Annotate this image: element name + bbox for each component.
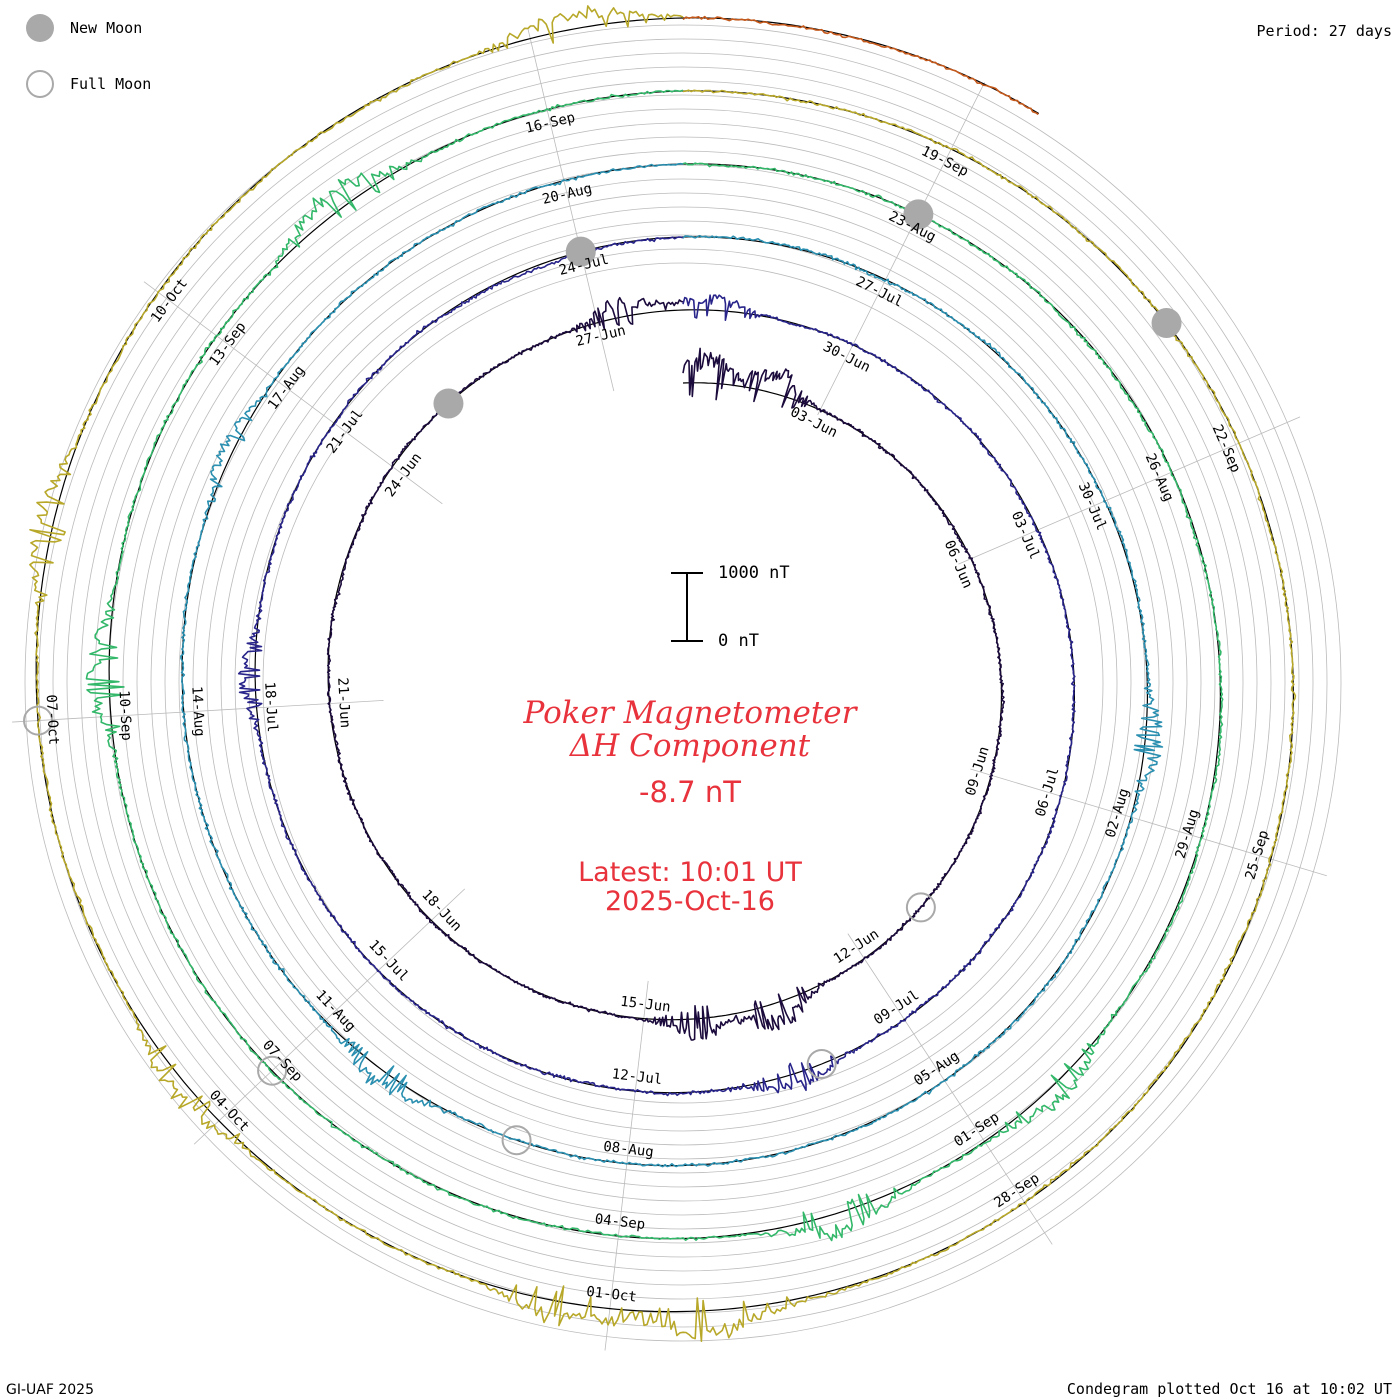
- scale-bar: [671, 572, 703, 642]
- legend-new-moon: New Moon: [26, 14, 142, 42]
- date-label: 06-Jul: [1033, 766, 1063, 819]
- grid-spoke: [527, 29, 615, 392]
- date-label: 02-Aug: [1103, 787, 1133, 840]
- grid-ring: [80, 80, 1286, 1286]
- grid-spoke: [970, 768, 1327, 877]
- moon-markers: [23, 199, 1182, 1156]
- grid-ring: [262, 262, 1104, 1104]
- full-moon-marker: [806, 1048, 837, 1079]
- grid-spoke: [193, 888, 466, 1145]
- date-label: 12-Jun: [831, 926, 882, 967]
- data-traces: [29, 5, 1297, 1342]
- full-moon-icon: [26, 70, 54, 98]
- grid-spoke: [817, 82, 985, 416]
- grid-ring: [136, 136, 1230, 1230]
- trace-ring-2: [237, 236, 1076, 1097]
- latest-time: Latest: 10:01 UT 2025-Oct-16: [440, 858, 940, 916]
- date-label: 10-Sep: [115, 690, 134, 741]
- latest-time-line2: 2025-Oct-16: [605, 886, 775, 917]
- trace-ring-4: [85, 89, 1224, 1242]
- grid-ring: [24, 24, 1342, 1342]
- date-label: 25-Sep: [1242, 828, 1272, 881]
- grid-spokes: [12, 29, 1327, 1351]
- date-label: 27-Jul: [853, 274, 905, 311]
- date-label: 17-Aug: [265, 363, 308, 413]
- date-label: 18-Jul: [261, 681, 280, 732]
- date-label: 19-Sep: [919, 143, 971, 180]
- legend-full-moon: Full Moon: [26, 70, 151, 98]
- date-label: 29-Aug: [1173, 807, 1203, 860]
- grid-ring: [66, 66, 1300, 1300]
- grid-ring: [206, 206, 1160, 1160]
- trace-ring-6: [682, 15, 1039, 116]
- date-label: 04-Oct: [206, 1087, 252, 1135]
- date-label: 21-Jun: [334, 677, 353, 728]
- new-moon-marker: [565, 236, 596, 267]
- date-label: 24-Jun: [382, 450, 425, 500]
- grid-spoke: [604, 980, 649, 1351]
- new-moon-marker: [1151, 308, 1182, 339]
- grid-ring: [164, 164, 1202, 1202]
- grid-ring: [38, 38, 1328, 1328]
- grid-ring: [178, 178, 1188, 1188]
- grid-ring: [234, 234, 1132, 1132]
- legend-full-moon-label: Full Moon: [70, 75, 152, 93]
- date-label: 22-Sep: [1209, 422, 1244, 475]
- date-label: 06-Jun: [941, 538, 976, 591]
- date-label: 12-Jul: [611, 1066, 663, 1088]
- date-label: 09-Jul: [871, 987, 922, 1028]
- date-label: 08-Aug: [602, 1139, 654, 1161]
- new-moon-marker: [903, 199, 934, 230]
- trace-ring-5: [29, 5, 1297, 1342]
- grid-ring: [150, 150, 1216, 1216]
- trace-ring-3: [180, 162, 1164, 1168]
- grid-rings: [24, 24, 1342, 1342]
- grid-ring: [220, 220, 1146, 1146]
- grid-ring: [192, 192, 1174, 1174]
- date-label: 15-Jun: [619, 994, 671, 1016]
- date-label: 13-Sep: [207, 319, 250, 369]
- period-label: Period: 27 days: [1256, 22, 1392, 40]
- legend-new-moon-label: New Moon: [70, 19, 143, 37]
- grid-ring: [122, 122, 1244, 1244]
- full-moon-marker: [257, 1055, 288, 1086]
- trace-ring-1: [326, 296, 1006, 1041]
- date-label: 15-Jul: [365, 937, 411, 985]
- footer-plot-time: Condegram plotted Oct 16 at 10:02 UT: [1066, 1380, 1392, 1398]
- date-label: 03-Jul: [1008, 509, 1043, 562]
- date-label: 01-Oct: [585, 1284, 637, 1306]
- date-label: 05-Aug: [911, 1048, 962, 1089]
- date-label: 30-Jun: [820, 339, 872, 376]
- chart-title-line1: Poker Magnetometer: [523, 695, 857, 731]
- grid-spoke: [12, 700, 384, 723]
- footer-credit: GI-UAF 2025: [6, 1382, 94, 1398]
- current-value: -8.7 nT: [639, 775, 741, 809]
- new-moon-icon: [26, 14, 54, 42]
- grid-spoke: [847, 933, 1053, 1245]
- date-label: 03-Jun: [788, 404, 840, 441]
- full-moon-marker: [501, 1125, 532, 1156]
- date-label: 04-Sep: [594, 1211, 646, 1233]
- grid-ring: [248, 248, 1118, 1118]
- scale-top-label: 1000 nT: [718, 563, 790, 583]
- date-label: 14-Aug: [188, 686, 207, 737]
- chart-title: Poker Magnetometer ΔH Component: [440, 697, 940, 763]
- grid-spoke: [958, 416, 1301, 565]
- chart-title-line2: ΔH Component: [569, 728, 811, 764]
- full-moon-marker: [23, 705, 54, 736]
- grid-ring: [52, 52, 1314, 1314]
- grid-ring: [94, 94, 1272, 1272]
- grid-ring: [108, 108, 1258, 1258]
- date-label: 26-Aug: [1142, 451, 1177, 504]
- date-label: 07-Oct: [43, 694, 62, 745]
- full-moon-marker: [905, 892, 936, 923]
- scale-bottom-label: 0 nT: [718, 631, 759, 651]
- date-label: 01-Sep: [951, 1109, 1002, 1150]
- latest-time-line1: Latest: 10:01 UT: [578, 857, 802, 888]
- new-moon-marker: [433, 388, 464, 419]
